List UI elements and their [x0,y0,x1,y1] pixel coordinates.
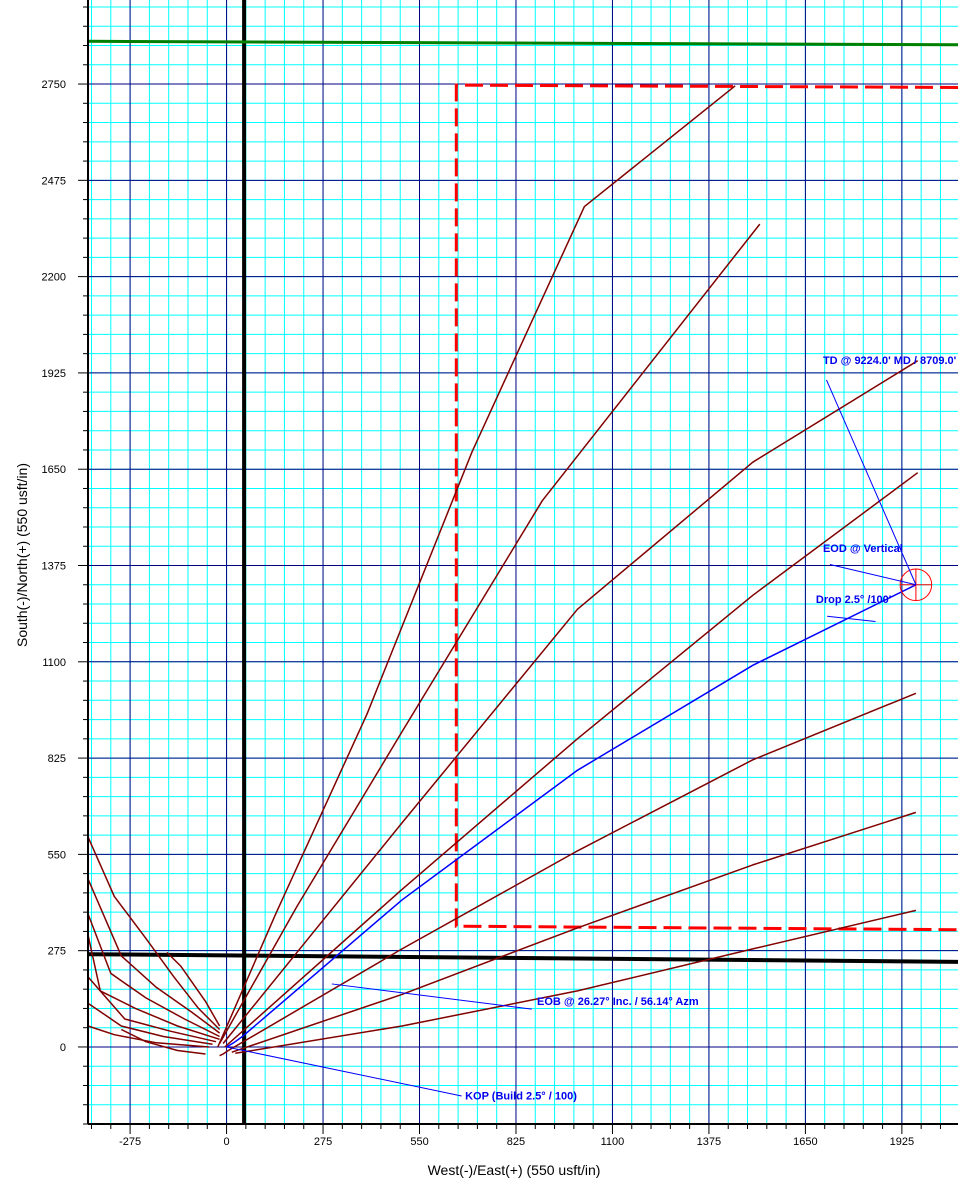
offset-wells [87,85,919,1057]
annotation-label: EOB @ 26.27° Inc. / 56.14° Azm [537,996,699,1008]
offset-well-path [218,223,761,1044]
offset-well-path [87,1025,210,1048]
annotation-label: Drop 2.5° /100' [816,594,892,606]
hardline [454,83,958,932]
offset-well-path [222,360,919,1044]
y-tick-label: 1925 [42,368,66,380]
offset-well-path [87,976,217,1043]
annotation-leader [827,615,876,623]
x-tick-labels: -275 0 275 550 825 1100 1375 1650 1925 [119,1136,914,1148]
plot-background [88,0,958,1124]
annotation-label: KOP (Build 2.5° / 100) [465,1090,577,1102]
section-lines [87,0,958,1124]
offset-well-path [166,951,221,1027]
offset-well-path [87,913,220,1038]
y-tick-label: 2200 [42,272,66,284]
y-tick-label: 825 [48,753,66,765]
lease-line [87,39,958,47]
y-tick-label: 0 [60,1042,66,1054]
x-tick-label: 1375 [697,1136,721,1148]
offset-well-path [224,472,919,1048]
offset-well-path [120,1028,206,1055]
offset-well-path [87,934,220,1041]
y-tick-label: 1650 [42,464,66,476]
y-axis-title: South(-)/North(+) (550 usft/in) [14,463,30,647]
hardline-group [454,83,958,932]
offset-well-path [87,878,221,1034]
annotation-label: TD @ 9224.0' MD / 8709.0' TVD [823,355,958,367]
x-tick-label: -275 [119,1136,141,1148]
plan-well-group [226,568,933,1048]
annotation-label: EOD @ Vertical [823,543,903,555]
y-tick-label: 1375 [42,561,66,573]
offset-well-path [235,909,917,1055]
offset-well-path [219,1049,229,1057]
x-tick-label: 825 [507,1136,525,1148]
annotation-leader [825,379,917,585]
y-tick-label: 2750 [42,79,66,91]
offset-well-path [231,811,917,1053]
major-grid [88,0,958,1124]
y-tick-label: 1100 [42,657,66,669]
x-tick-label: 1650 [793,1136,817,1148]
x-tick-label: 1925 [890,1136,914,1148]
y-tick-labels: 0 275 550 825 1100 1375 1650 1925 2200 2475 2750 [42,79,66,1054]
y-tick-label: 275 [48,946,66,958]
annotation-leader [226,1046,462,1097]
offset-well-path [87,836,221,1031]
x-tick-label: 275 [314,1136,332,1148]
offset-well-path [87,1002,213,1045]
plan-well-path [226,584,917,1048]
lease-line-group [87,39,958,47]
annotation-leader [331,983,532,1010]
x-axis-title: West(-)/East(+) (550 usft/in) [428,1162,601,1178]
offset-well-path [227,692,917,1052]
y-tick-label: 550 [48,849,66,861]
offset-well-path [217,85,736,1048]
annotation-leader [829,563,917,586]
x-tick-label: 0 [224,1136,230,1148]
y-tick-label: 2475 [42,175,66,187]
x-tick-label: 550 [410,1136,428,1148]
section-line-horizontal [87,952,958,964]
axis-ticks [78,6,941,1134]
x-tick-label: 1100 [601,1136,625,1148]
annotations: TD @ 9224.0' MD / 8709.0' TVD EOD @ Verti… [226,355,958,1102]
